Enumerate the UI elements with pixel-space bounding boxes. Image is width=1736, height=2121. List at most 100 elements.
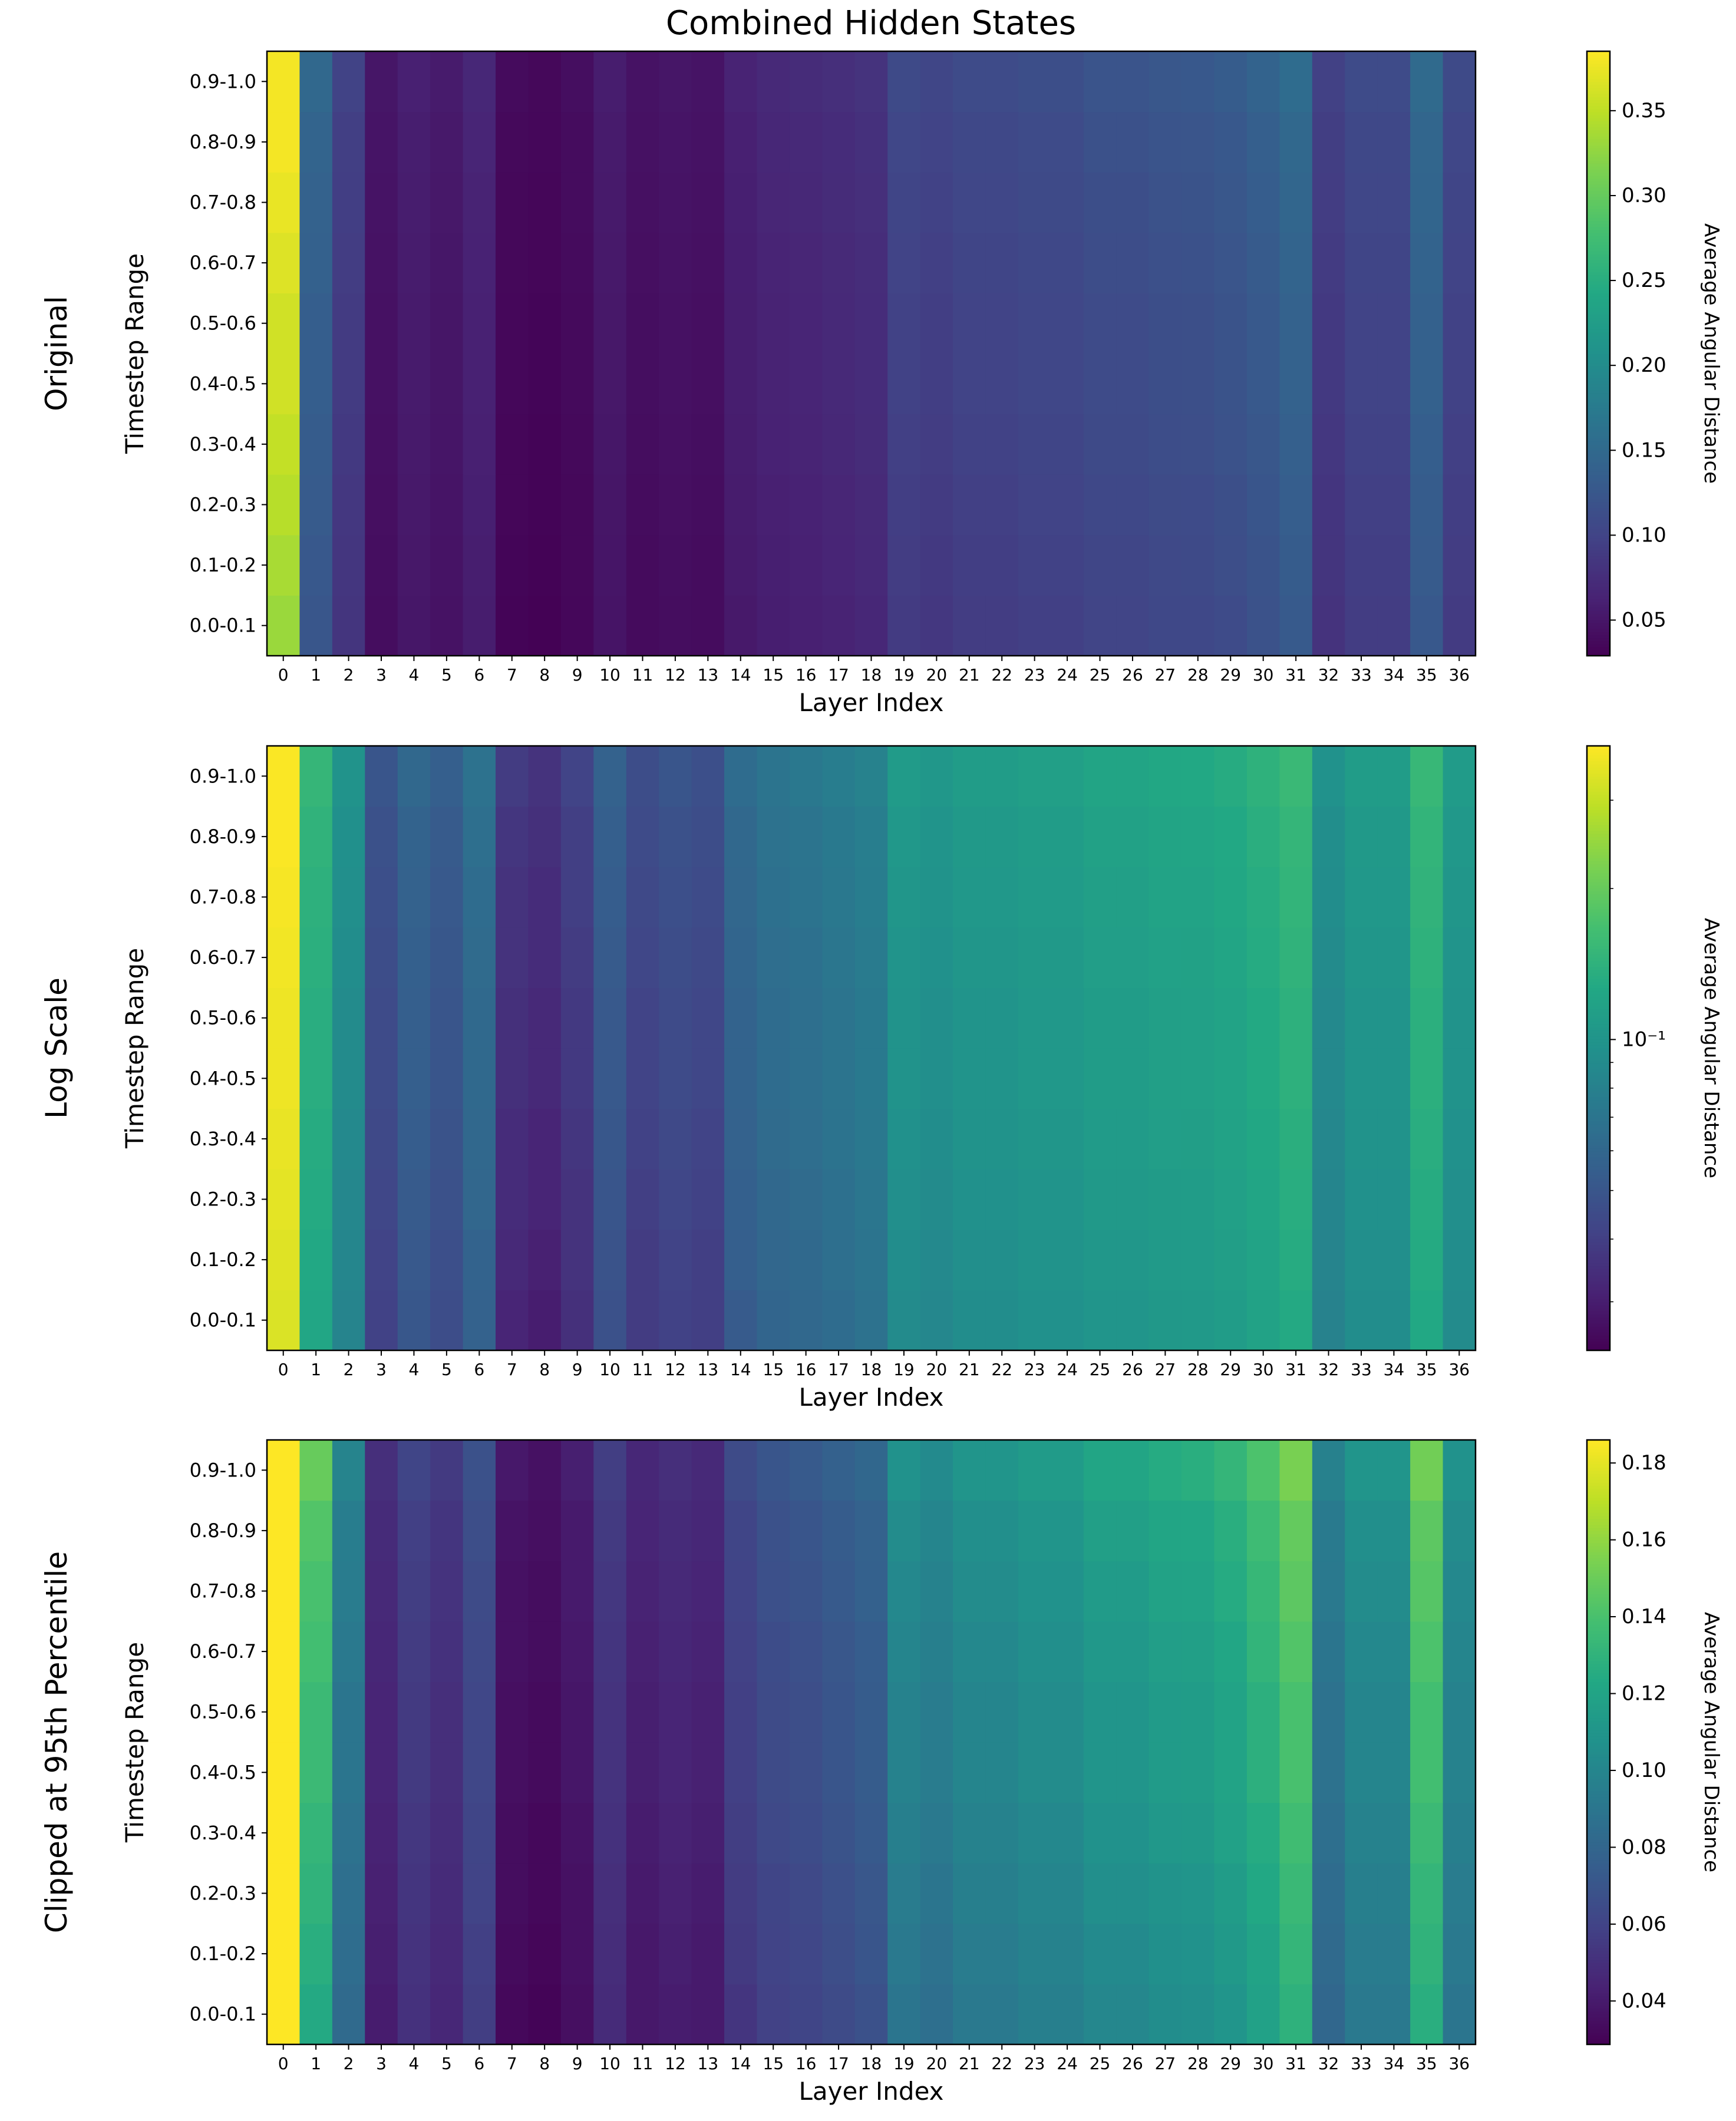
heatmap-cell bbox=[1377, 172, 1411, 233]
colorbar-segment bbox=[1587, 196, 1610, 200]
heatmap-cell bbox=[1051, 1984, 1084, 2045]
heatmap-cell bbox=[920, 1863, 953, 1924]
heatmap-cell bbox=[724, 1048, 758, 1109]
colorbar-segment bbox=[1587, 1944, 1610, 1948]
heatmap-cell bbox=[724, 1561, 758, 1622]
heatmap-cell bbox=[953, 1048, 986, 1109]
heatmap-cell bbox=[1051, 1048, 1084, 1109]
colorbar-segment bbox=[1587, 1856, 1610, 1861]
heatmap-cell bbox=[332, 232, 365, 293]
colorbar-segment bbox=[1587, 649, 1610, 653]
colorbar-segment bbox=[1587, 818, 1610, 822]
heatmap-cell bbox=[626, 474, 659, 536]
colorbar-segment bbox=[1587, 1790, 1610, 1795]
heatmap-cell bbox=[1051, 474, 1084, 536]
heatmap-cell bbox=[1312, 1500, 1345, 1561]
colorbar-segment bbox=[1587, 1461, 1610, 1465]
heatmap-cell bbox=[1377, 1863, 1411, 1924]
heatmap-cell bbox=[1345, 414, 1378, 475]
heatmap-cell bbox=[267, 1863, 301, 1924]
y-tick-label: 0.1-0.2 bbox=[190, 554, 256, 576]
heatmap-cell bbox=[1312, 232, 1345, 293]
heatmap-cell bbox=[1410, 987, 1444, 1049]
heatmap-cell bbox=[822, 1229, 856, 1290]
heatmap-cell bbox=[659, 1440, 692, 1501]
heatmap-cell bbox=[953, 1863, 986, 1924]
heatmap-cell bbox=[920, 534, 953, 596]
heatmap-cell bbox=[593, 1229, 627, 1290]
colorbar-segment bbox=[1587, 2002, 1610, 2006]
heatmap-cell bbox=[953, 1681, 986, 1743]
heatmap-cell bbox=[757, 1621, 790, 1682]
heatmap-cell bbox=[1018, 1681, 1051, 1743]
heatmap-cell bbox=[593, 232, 627, 293]
colorbar-segment bbox=[1587, 1159, 1610, 1164]
colorbar-segment bbox=[1587, 821, 1610, 825]
colorbar-segment bbox=[1587, 199, 1610, 203]
x-tick-label: 26 bbox=[1122, 2054, 1143, 2073]
heatmap-cell bbox=[1018, 111, 1051, 173]
heatmap-cell bbox=[691, 867, 725, 928]
heatmap-cell bbox=[1116, 51, 1150, 113]
colorbar-segment bbox=[1587, 1039, 1610, 1043]
heatmap-cell bbox=[953, 293, 986, 354]
heatmap-cell bbox=[887, 474, 921, 536]
heatmap-cell bbox=[365, 1229, 398, 1290]
colorbar-segment bbox=[1587, 272, 1610, 276]
colorbar-segment bbox=[1587, 1199, 1610, 1203]
heatmap-cell bbox=[822, 232, 856, 293]
y-tick-label: 0.2-0.3 bbox=[190, 494, 256, 516]
heatmap-cell bbox=[332, 293, 365, 354]
heatmap-cell bbox=[267, 1923, 301, 1984]
heatmap-cell bbox=[593, 1681, 627, 1743]
colorbar-segment bbox=[1587, 1687, 1610, 1691]
heatmap-cell bbox=[1018, 1169, 1051, 1230]
heatmap-cell bbox=[724, 1108, 758, 1169]
heatmap-cell bbox=[659, 1290, 692, 1351]
heatmap-cell bbox=[1181, 987, 1215, 1049]
heatmap-cell bbox=[1410, 172, 1444, 233]
heatmap-cell bbox=[1410, 111, 1444, 173]
colorbar-segment bbox=[1587, 1497, 1610, 1501]
heatmap-cell bbox=[757, 1923, 790, 1984]
x-tick-label: 32 bbox=[1318, 665, 1339, 685]
heatmap-cell bbox=[724, 595, 758, 656]
colorbar-segment bbox=[1587, 308, 1610, 312]
colorbar-segment bbox=[1587, 193, 1610, 197]
colorbar-segment bbox=[1587, 1253, 1610, 1257]
colorbar-segment bbox=[1587, 550, 1610, 554]
colorbar-segment bbox=[1587, 1654, 1610, 1659]
x-tick-label: 14 bbox=[730, 1360, 751, 1379]
colorbar-segment bbox=[1587, 1636, 1610, 1640]
heatmap-cell bbox=[1148, 1802, 1182, 1864]
colorbar-segment bbox=[1587, 776, 1610, 780]
heatmap-cell bbox=[659, 1681, 692, 1743]
heatmap-cell bbox=[854, 534, 888, 596]
colorbar-segment bbox=[1587, 1162, 1610, 1167]
x-tick-label: 33 bbox=[1351, 665, 1372, 685]
heatmap-cell bbox=[1018, 293, 1051, 354]
heatmap-cell bbox=[267, 867, 301, 928]
colorbar-segment bbox=[1587, 1332, 1610, 1336]
heatmap-cell bbox=[332, 51, 365, 113]
heatmap-cell bbox=[1051, 293, 1084, 354]
colorbar-segment bbox=[1587, 1950, 1610, 1954]
heatmap-cell bbox=[1083, 1802, 1117, 1864]
x-tick-label: 24 bbox=[1057, 2054, 1078, 2073]
heatmap-cell bbox=[397, 1561, 431, 1622]
colorbar-segment bbox=[1587, 495, 1610, 500]
heatmap-cell bbox=[528, 1802, 562, 1864]
heatmap-cell bbox=[1018, 172, 1051, 233]
x-tick-label: 13 bbox=[698, 665, 719, 685]
heatmap-cell bbox=[1181, 806, 1215, 867]
heatmap-cell bbox=[299, 1681, 333, 1743]
colorbar-segment bbox=[1587, 287, 1610, 291]
heatmap-cell bbox=[1443, 927, 1476, 988]
x-tick-label: 10 bbox=[599, 665, 621, 685]
colorbar-segment bbox=[1587, 1277, 1610, 1281]
colorbar-segment bbox=[1587, 1968, 1610, 1973]
colorbar-segment bbox=[1587, 864, 1610, 867]
heatmap-cell bbox=[789, 1984, 823, 2045]
heatmap-cell bbox=[397, 1742, 431, 1803]
heatmap-cell bbox=[854, 1681, 888, 1743]
